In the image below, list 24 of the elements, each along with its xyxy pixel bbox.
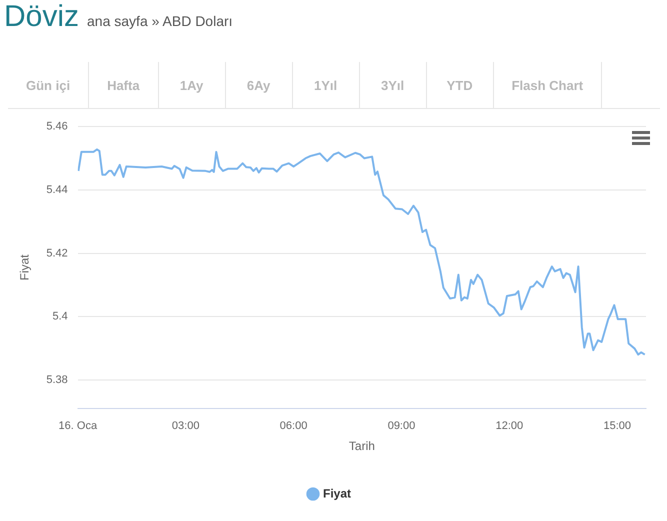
y-tick-label: 5.38 [46,374,68,386]
x-tick-label: 16. Oca [58,420,98,432]
x-tick-label: 06:00 [280,420,308,432]
text: Gün içi [8,62,90,108]
x-tick-label: 03:00 [172,420,200,432]
y-axis-title: Fiyat [18,254,32,281]
x-tick-label: 15:00 [603,420,631,432]
text: 6Ay [226,62,293,108]
text: 3Yıl [360,62,427,108]
chart-subtitle: ana sayfa » ABD Doları [87,13,233,29]
x-tick-label: 09:00 [388,420,416,432]
y-tick-label: 5.4 [52,310,68,323]
y-tick-label: 5.42 [46,247,68,260]
x-axis-title: Tarih [348,439,375,454]
legend-label: Fiyat [322,486,352,500]
y-tick-label: 5.44 [46,184,68,196]
text: Flash Chart [494,62,602,108]
text: YTD [426,62,494,108]
chart-title: Döviz [4,0,80,33]
text: Hafta [89,62,159,108]
y-tick-label: 5.46 [46,120,68,133]
text: 1Yıl [292,62,360,108]
x-tick-label: 12:00 [496,420,524,432]
text: 1Ay [158,62,226,108]
